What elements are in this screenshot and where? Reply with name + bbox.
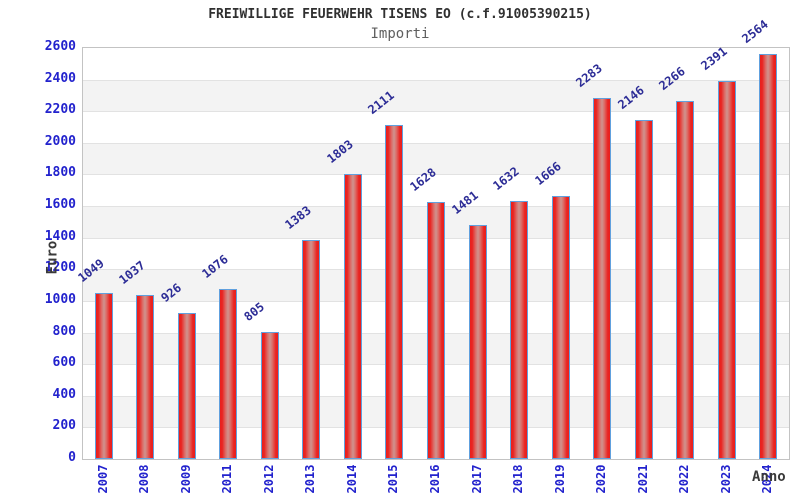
x-tick-label: 2022: [677, 464, 692, 494]
x-tick-label: 2015: [386, 464, 401, 494]
bar-2013: [302, 240, 321, 459]
gridline: [83, 142, 789, 144]
grid-band: [83, 174, 789, 207]
bar-2015: [385, 125, 404, 459]
x-tick-label: 2017: [469, 464, 484, 494]
gridline: [83, 174, 789, 176]
x-tick-label: 2007: [95, 464, 110, 494]
bar-2019: [551, 195, 570, 459]
grid-band: [83, 111, 789, 143]
y-tick-label: 1400: [44, 228, 76, 244]
y-tick-label: 0: [68, 450, 76, 465]
plot-area: [82, 47, 790, 460]
x-tick-label: 2014: [344, 464, 359, 494]
bar-2018: [510, 201, 529, 459]
chart-subtitle: Importi: [370, 26, 430, 42]
x-tick-label: 2021: [635, 464, 650, 494]
x-tick-label: 2012: [261, 464, 276, 494]
grid-band: [83, 79, 789, 112]
x-tick-label: 2018: [511, 464, 526, 494]
x-tick-label: 2023: [718, 464, 733, 494]
bar-2012: [260, 331, 279, 459]
y-tick-label: 400: [52, 386, 76, 402]
x-tick-label: 2020: [594, 464, 609, 494]
bar-2014: [343, 173, 362, 459]
y-tick-label: 2400: [44, 70, 76, 86]
bar-2007: [94, 293, 113, 459]
gridline: [83, 111, 789, 113]
y-tick-label: 200: [52, 418, 76, 434]
grid-band: [83, 142, 789, 175]
bar-2009: [177, 312, 196, 459]
x-tick-label: 2008: [137, 464, 152, 494]
bar-2011: [219, 288, 238, 459]
y-tick-label: 1000: [44, 291, 76, 307]
bar-2023: [717, 81, 736, 459]
grid-band: [83, 48, 789, 80]
y-tick-label: 1600: [44, 197, 76, 213]
gridline: [83, 79, 789, 81]
x-axis-title: Anno: [752, 469, 786, 485]
bar-2020: [593, 98, 612, 459]
y-tick-label: 2600: [44, 39, 76, 54]
x-tick-label: 2016: [428, 464, 442, 494]
bar-2024: [759, 53, 778, 459]
y-tick-label: 2200: [44, 102, 76, 118]
x-tick-label: 2011: [220, 464, 235, 494]
bar-2016: [427, 201, 445, 459]
bar-2022: [676, 100, 695, 459]
y-tick-label: 2000: [44, 133, 76, 149]
y-tick-label: 1200: [44, 260, 76, 276]
y-tick-label: 600: [52, 355, 76, 371]
y-tick-label: 1800: [44, 165, 76, 181]
chart-title: FREIWILLIGE FEUERWEHR TISENS EO (c.f.910…: [208, 7, 592, 22]
bar-2021: [634, 119, 653, 459]
x-tick-label: 2019: [552, 464, 567, 494]
y-tick-label: 800: [52, 323, 76, 339]
bar-2008: [136, 295, 155, 459]
bar-2017: [468, 224, 487, 459]
y-axis-title: Euro: [44, 240, 61, 275]
x-tick-label: 2013: [303, 464, 318, 494]
x-tick-label: 2009: [178, 464, 193, 494]
